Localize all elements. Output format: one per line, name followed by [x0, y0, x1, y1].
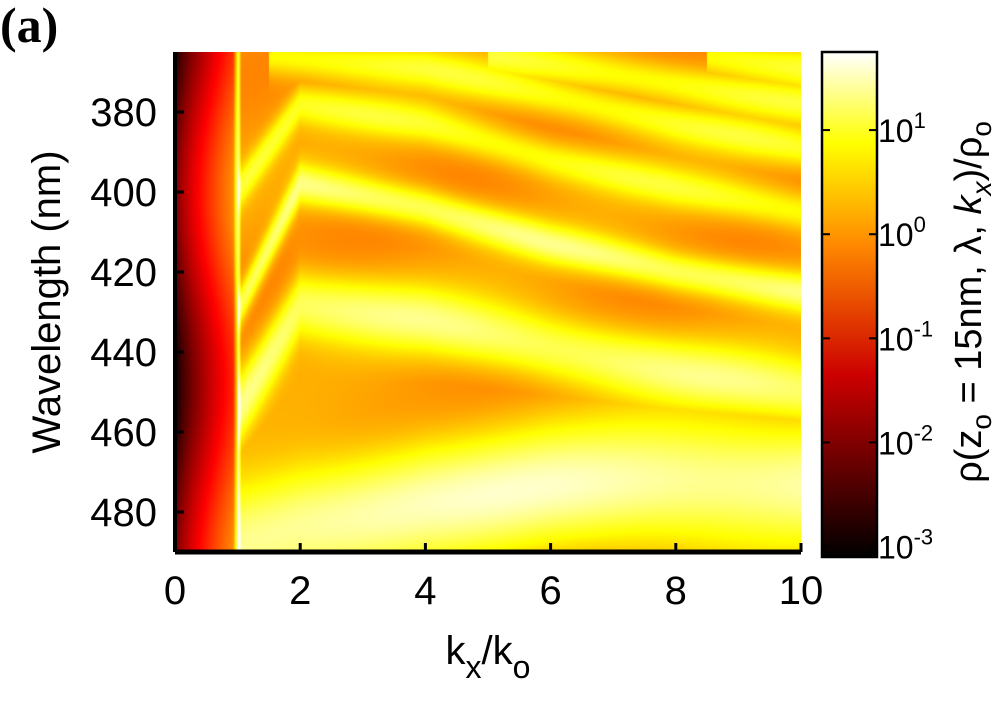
- colorbar-tick-base: 10: [878, 113, 914, 149]
- x-tick-label: 0: [164, 569, 186, 613]
- x-axis-label-k2: k: [493, 629, 514, 673]
- x-tick-label: 8: [665, 569, 687, 613]
- y-tick-label: 480: [90, 491, 157, 535]
- panel-label: (a): [0, 0, 59, 53]
- x-axis-label: kx/ko: [446, 629, 531, 685]
- colorbar-label-sub-o2: o: [966, 121, 997, 137]
- y-tick-label: 420: [90, 251, 157, 295]
- colorbar-tick-base: 10: [878, 321, 914, 357]
- colorbar-label-close: )/ρ: [948, 137, 990, 182]
- colorbar-label-eq: = 15nm, λ,: [948, 214, 990, 414]
- colorbar-tick-exponent: -3: [914, 525, 934, 550]
- colorbar-tick-label: 10-1: [878, 316, 933, 357]
- heatmap-plot: 0 2 4 6 8 10 380 400 420 440 460 480: [90, 52, 823, 613]
- y-axis-label: Wavelength (nm): [25, 150, 69, 453]
- colorbar-tick-base: 10: [878, 217, 914, 253]
- colorbar-label-sub-o: o: [966, 414, 997, 430]
- colorbar-tick-label: 100: [878, 212, 926, 253]
- colorbar-tick-exponent: -1: [914, 316, 934, 341]
- x-axis-label-sub-o: o: [513, 649, 531, 685]
- colorbar-tick-label: 101: [878, 108, 926, 149]
- y-tick-label: 440: [90, 331, 157, 375]
- colorbar-frame: [820, 50, 879, 559]
- colorbar-label-rho: ρ(z: [948, 430, 990, 483]
- x-tick-label: 6: [539, 569, 561, 613]
- x-tick-label: 4: [414, 569, 436, 613]
- colorbar-tick-exponent: -2: [914, 420, 934, 445]
- y-tick-label: 380: [90, 91, 157, 135]
- x-axis-label-k: k: [446, 629, 467, 673]
- x-axis-label-sub-x: x: [466, 649, 482, 685]
- colorbar-tick-base: 10: [878, 530, 914, 566]
- colorbar-tick-label: 10-3: [878, 525, 933, 566]
- x-tick-label: 10: [779, 569, 824, 613]
- y-tick-label: 460: [90, 411, 157, 455]
- colorbar-label-k: k: [948, 193, 990, 214]
- colorbar-label: ρ(zo = 15nm, λ, kx)/ρo: [948, 121, 997, 483]
- colorbar-gradient: [822, 52, 877, 557]
- y-ticks: 380 400 420 440 460 480: [90, 91, 184, 535]
- x-axis-label-slash: /: [482, 629, 494, 673]
- colorbar-label-sub-x: x: [966, 180, 997, 197]
- colorbar-tick-exponent: 1: [914, 108, 926, 133]
- y-tick-label: 400: [90, 171, 157, 215]
- colorbar-tick-base: 10: [878, 425, 914, 461]
- heatmap-canvas: [175, 52, 801, 552]
- x-tick-label: 2: [289, 569, 311, 613]
- x-ticks: 0 2 4 6 8 10: [164, 543, 823, 613]
- colorbar-tick-label: 10-2: [878, 420, 933, 461]
- colorbar-tick-exponent: 0: [914, 212, 926, 237]
